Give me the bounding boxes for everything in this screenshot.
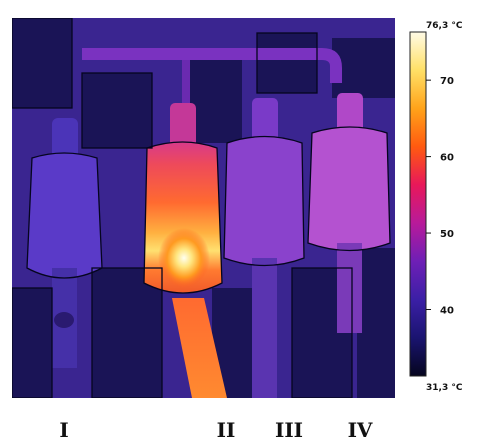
sample-label-iii: III <box>275 418 303 442</box>
sample-label-i: I <box>59 418 68 442</box>
thermal-image <box>12 18 395 398</box>
sample-label-ii: II <box>217 418 236 442</box>
scale-tick-label: 50 <box>440 229 454 240</box>
scale-tick-label: 40 <box>440 305 454 316</box>
scale-bar <box>410 32 426 376</box>
scale-tick-label: 70 <box>440 76 454 87</box>
temperature-scale: 76,3 °C 31,3 °C 70 60 50 40 <box>400 18 480 393</box>
scale-max-label: 76,3 °C <box>426 21 463 31</box>
scale-tick-label: 60 <box>440 153 454 164</box>
scale-min-label: 31,3 °C <box>426 383 463 393</box>
sample-label-iv: IV <box>348 418 373 442</box>
